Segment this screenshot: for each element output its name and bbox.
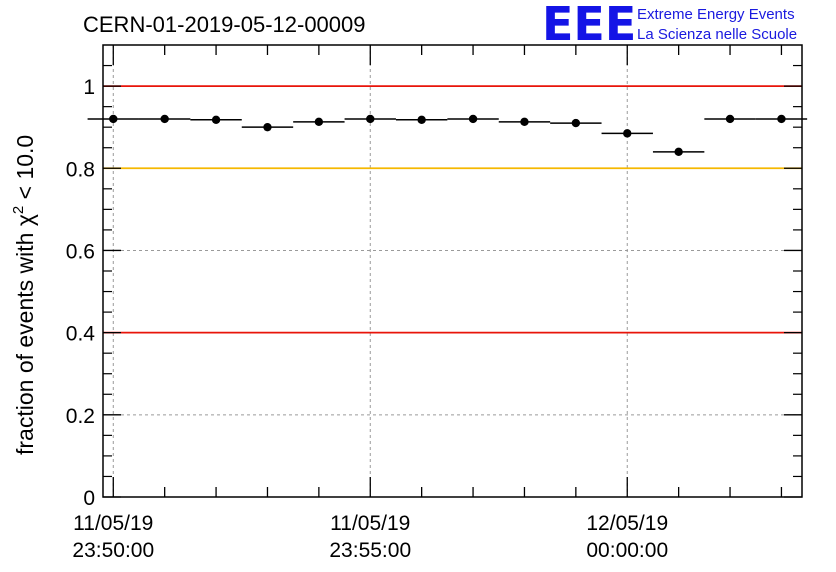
data-marker bbox=[109, 114, 118, 124]
data-point bbox=[601, 129, 653, 138]
reference-lines bbox=[103, 85, 802, 334]
data-points bbox=[87, 114, 808, 157]
y-tick-label: 0 bbox=[83, 487, 95, 510]
plot-frame bbox=[102, 44, 803, 498]
chart-title: CERN-01-2019-05-12-00009 bbox=[83, 12, 366, 37]
y-axis-label: fraction of events with χ2 < 10.0 bbox=[10, 135, 38, 455]
logo-line-2: La Scienza nelle Scuole bbox=[637, 26, 797, 43]
data-marker bbox=[571, 118, 581, 128]
y-tick-label: 0.2 bbox=[66, 405, 95, 428]
y-axis-label-sup: 2 bbox=[10, 206, 27, 214]
data-point bbox=[447, 114, 499, 124]
data-point bbox=[293, 117, 345, 127]
x-tick-label-time: 23:50:00 bbox=[72, 539, 154, 562]
x-tick-label-date: 11/05/19 bbox=[73, 512, 153, 535]
data-marker bbox=[623, 129, 632, 138]
data-marker bbox=[777, 114, 786, 124]
data-marker bbox=[160, 114, 169, 124]
data-point bbox=[498, 117, 551, 127]
data-point bbox=[704, 114, 756, 124]
data-point bbox=[652, 147, 705, 157]
data-marker bbox=[211, 115, 221, 124]
data-marker bbox=[263, 122, 272, 132]
eee-logo: EEE Extreme Energy Events La Scienza nel… bbox=[542, 0, 797, 51]
x-tick-label-time: 23:55:00 bbox=[329, 539, 411, 562]
y-axis: 0 0.2 0.4 0.6 0.8 1 bbox=[66, 64, 802, 510]
data-point bbox=[550, 118, 602, 128]
y-axis-label-tail: < 10.0 bbox=[12, 135, 38, 206]
y-tick-label: 0.8 bbox=[66, 158, 95, 181]
x-tick-label-time: 00:00:00 bbox=[586, 539, 668, 562]
x-tick-label-date: 12/05/19 bbox=[586, 512, 668, 535]
logo-line-1: Extreme Energy Events bbox=[637, 6, 795, 23]
data-point bbox=[241, 122, 294, 132]
y-tick-label: 1 bbox=[83, 76, 95, 99]
data-point bbox=[344, 114, 396, 124]
logo-eee-text: EEE bbox=[542, 0, 636, 51]
x-tick-label-date: 11/05/19 bbox=[330, 512, 410, 535]
grid-lines bbox=[103, 45, 802, 497]
x-axis: 11/05/19 23:50:00 11/05/19 23:55:00 12/05/19… bbox=[72, 45, 783, 562]
data-marker bbox=[468, 114, 478, 124]
data-marker bbox=[417, 115, 426, 124]
data-marker bbox=[314, 117, 324, 127]
data-point bbox=[395, 115, 448, 124]
y-tick-label: 0.6 bbox=[66, 240, 95, 263]
data-point bbox=[87, 114, 139, 124]
data-point bbox=[190, 115, 242, 124]
data-marker bbox=[520, 117, 529, 127]
data-marker bbox=[725, 114, 735, 124]
y-tick-label: 0.4 bbox=[66, 323, 96, 346]
data-marker bbox=[366, 114, 375, 124]
data-point bbox=[138, 114, 191, 124]
y-axis-label-main: fraction of events with χ bbox=[12, 214, 38, 455]
data-point bbox=[755, 114, 808, 124]
data-marker bbox=[674, 147, 683, 157]
